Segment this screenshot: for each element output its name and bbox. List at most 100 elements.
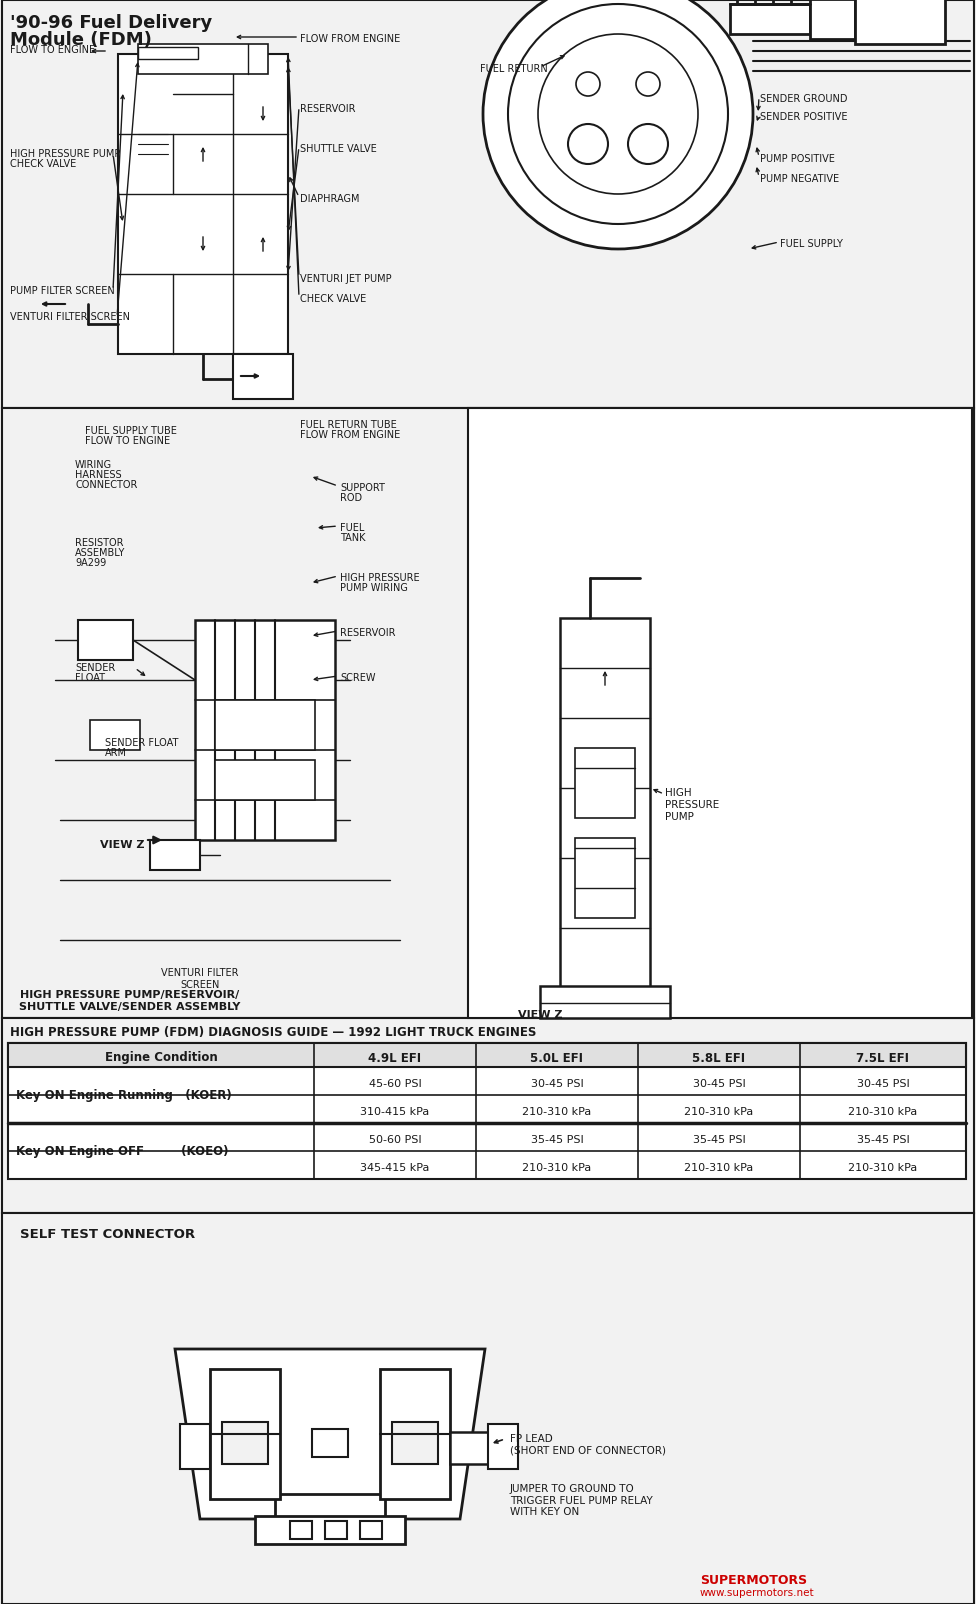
Bar [8, 1043, 966, 1179]
Bar [150, 840, 200, 869]
Text: JUMPER TO GROUND TO
TRIGGER FUEL PUMP RELAY
WITH KEY ON: JUMPER TO GROUND TO TRIGGER FUEL PUMP RE… [510, 1484, 653, 1517]
Bar [810, 0, 855, 38]
Text: PUMP WIRING: PUMP WIRING [340, 582, 408, 593]
Text: TANK: TANK [340, 533, 365, 544]
Text: SUPPORT: SUPPORT [340, 483, 385, 492]
Text: 5.8L EFI: 5.8L EFI [692, 1052, 746, 1065]
Bar [360, 1521, 382, 1538]
Bar [312, 1429, 348, 1456]
Bar [180, 1424, 210, 1469]
Text: SENDER FLOAT: SENDER FLOAT [105, 738, 179, 747]
Text: RESISTOR: RESISTOR [75, 537, 124, 549]
Text: CHECK VALVE: CHECK VALVE [10, 159, 76, 168]
Text: 345-415 kPa: 345-415 kPa [360, 1163, 429, 1173]
Text: 9A299: 9A299 [75, 558, 106, 568]
Text: FLOW FROM ENGINE: FLOW FROM ENGINE [300, 430, 400, 439]
Text: PRESSURE: PRESSURE [665, 800, 719, 810]
Bar [2, 0, 974, 407]
Text: VIEW Z: VIEW Z [100, 840, 144, 850]
Text: 35-45 PSI: 35-45 PSI [531, 1136, 584, 1145]
Text: 210-310 kPa: 210-310 kPa [522, 1107, 591, 1116]
Bar [380, 1368, 450, 1500]
Text: 4.9L EFI: 4.9L EFI [368, 1052, 422, 1065]
Bar [575, 837, 635, 917]
Text: 30-45 PSI: 30-45 PSI [693, 1079, 746, 1089]
Text: 7.5L EFI: 7.5L EFI [857, 1052, 910, 1065]
Text: FLOW TO ENGINE: FLOW TO ENGINE [85, 436, 170, 446]
Text: ASSEMBLY: ASSEMBLY [75, 549, 125, 558]
Text: VENTURI FILTER SCREEN: VENTURI FILTER SCREEN [10, 313, 130, 322]
Text: FLOAT: FLOAT [75, 674, 105, 683]
Text: SENDER GROUND: SENDER GROUND [760, 95, 847, 104]
Text: 310-415 kPa: 310-415 kPa [360, 1107, 429, 1116]
Text: CONNECTOR: CONNECTOR [75, 480, 138, 489]
Bar [855, 0, 945, 43]
Text: VENTURI JET PUMP: VENTURI JET PUMP [300, 274, 391, 284]
Text: RESERVOIR: RESERVOIR [300, 104, 355, 114]
Text: VENTURI FILTER: VENTURI FILTER [161, 967, 239, 978]
Text: HIGH: HIGH [665, 788, 692, 799]
Text: SENDER POSITIVE: SENDER POSITIVE [760, 112, 847, 122]
Circle shape [538, 34, 698, 194]
Circle shape [483, 0, 753, 249]
Bar [392, 1423, 438, 1464]
Text: HIGH PRESSURE PUMP/RESERVOIR/: HIGH PRESSURE PUMP/RESERVOIR/ [20, 990, 240, 999]
Bar [138, 43, 268, 74]
Text: HIGH PRESSURE PUMP: HIGH PRESSURE PUMP [10, 149, 120, 159]
Bar [2, 407, 974, 1019]
Bar [210, 1368, 280, 1500]
Text: FUEL SUPPLY: FUEL SUPPLY [780, 239, 843, 249]
Bar [468, 407, 972, 1019]
Bar [215, 760, 315, 800]
Text: FUEL RETURN TUBE: FUEL RETURN TUBE [300, 420, 397, 430]
Text: 210-310 kPa: 210-310 kPa [684, 1107, 753, 1116]
Text: SUPERMOTORS: SUPERMOTORS [700, 1574, 807, 1586]
Text: '90-96 Fuel Delivery: '90-96 Fuel Delivery [10, 14, 212, 32]
Text: 35-45 PSI: 35-45 PSI [857, 1136, 910, 1145]
Polygon shape [175, 1349, 485, 1519]
Text: SELF TEST CONNECTOR: SELF TEST CONNECTOR [20, 1229, 195, 1241]
Text: 30-45 PSI: 30-45 PSI [857, 1079, 910, 1089]
Text: 45-60 PSI: 45-60 PSI [369, 1079, 422, 1089]
Circle shape [508, 3, 728, 225]
Text: ARM: ARM [105, 747, 127, 759]
Text: FLOW TO ENGINE: FLOW TO ENGINE [10, 45, 95, 55]
Circle shape [636, 72, 660, 96]
Bar [90, 720, 140, 751]
Bar [138, 47, 198, 59]
Text: PUMP POSITIVE: PUMP POSITIVE [760, 154, 834, 164]
Text: FUEL: FUEL [340, 523, 364, 533]
Text: HARNESS: HARNESS [75, 470, 122, 480]
Text: PUMP FILTER SCREEN: PUMP FILTER SCREEN [10, 286, 115, 297]
Text: SENDER: SENDER [75, 662, 115, 674]
Text: 50-60 PSI: 50-60 PSI [369, 1136, 422, 1145]
Text: 5.0L EFI: 5.0L EFI [531, 1052, 584, 1065]
Text: SCREW: SCREW [340, 674, 376, 683]
Bar [575, 747, 635, 818]
Text: DIAPHRAGM: DIAPHRAGM [300, 194, 359, 204]
Bar [325, 1521, 347, 1538]
Bar [488, 1424, 518, 1469]
Bar [215, 699, 315, 751]
Text: ROD: ROD [340, 492, 362, 504]
Bar [195, 621, 335, 840]
Text: FLOW FROM ENGINE: FLOW FROM ENGINE [300, 34, 400, 43]
Bar [78, 621, 133, 659]
Text: SHUTTLE VALVE: SHUTTLE VALVE [300, 144, 377, 154]
Bar [730, 3, 810, 34]
Text: SCREEN: SCREEN [181, 980, 220, 990]
Text: PUMP NEGATIVE: PUMP NEGATIVE [760, 173, 839, 184]
Text: 210-310 kPa: 210-310 kPa [848, 1163, 917, 1173]
Circle shape [628, 124, 668, 164]
Polygon shape [40, 621, 430, 1019]
Text: HIGH PRESSURE: HIGH PRESSURE [340, 573, 420, 582]
Text: 210-310 kPa: 210-310 kPa [684, 1163, 753, 1173]
Text: FP LEAD
(SHORT END OF CONNECTOR): FP LEAD (SHORT END OF CONNECTOR) [510, 1434, 666, 1455]
Bar [222, 1423, 268, 1464]
Bar [275, 1493, 385, 1519]
Text: CHECK VALVE: CHECK VALVE [300, 294, 366, 305]
Bar [233, 354, 293, 399]
Text: Key ON Engine OFF         (KOEO): Key ON Engine OFF (KOEO) [16, 1145, 228, 1158]
Circle shape [568, 124, 608, 164]
Text: Engine Condition: Engine Condition [104, 1052, 218, 1065]
